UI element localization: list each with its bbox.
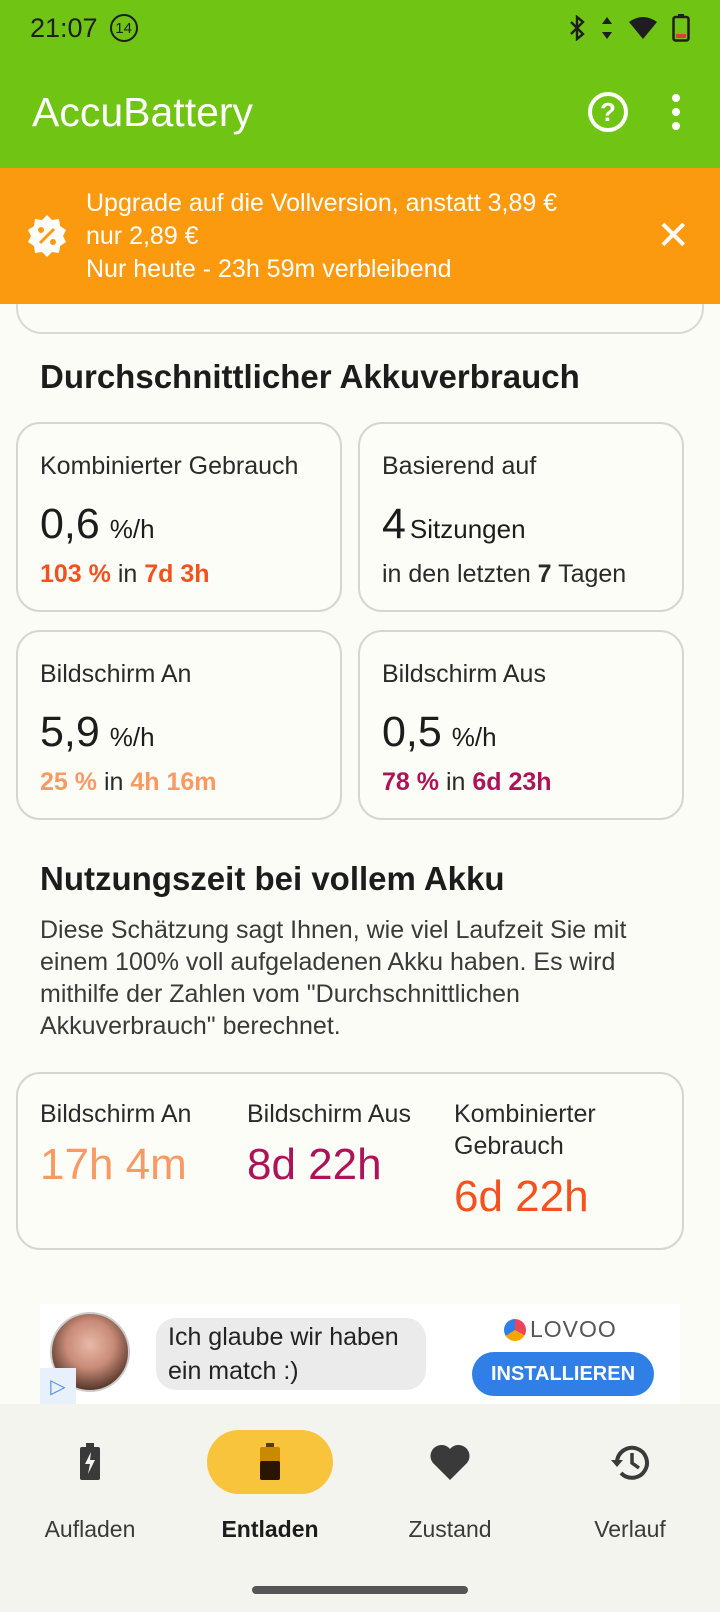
- card-value: 0,5 %/h: [382, 708, 497, 757]
- average-usage-title: Durchschnittlicher Akkuverbrauch: [40, 358, 580, 395]
- brand-name: LOVOO: [530, 1316, 617, 1342]
- combined-usage-card: Kombinierter Gebrauch 0,6 %/h 103 % in 7d…: [16, 422, 342, 612]
- runtime-screen-off: Bildschirm Aus 8d 22h: [247, 1098, 447, 1190]
- ad-choices-icon[interactable]: ▷: [40, 1368, 76, 1404]
- main-content[interactable]: Durchschnittlicher Akkuverbrauch Kombini…: [0, 304, 720, 1304]
- runtime-label: Bildschirm Aus: [247, 1100, 411, 1128]
- bluetooth-icon: [570, 15, 585, 41]
- runtime-value: 17h 4m: [40, 1140, 187, 1189]
- screen-off-card: Bildschirm Aus 0,5 %/h 78 % in 6d 23h: [358, 630, 684, 820]
- nav-pill: [567, 1430, 693, 1494]
- rate-unit: %/h: [109, 514, 155, 544]
- nav-label: Entladen: [221, 1516, 319, 1542]
- upgrade-promo-banner[interactable]: Upgrade auf die Vollversion, anstatt 3,8…: [0, 168, 720, 304]
- runtime-value: 6d 22h: [454, 1172, 589, 1221]
- card-value: 4 Sitzungen: [382, 500, 526, 549]
- promo-line-1: Upgrade auf die Vollversion, anstatt 3,8…: [86, 188, 558, 217]
- battery-icon: [672, 14, 690, 42]
- more-options-icon[interactable]: [664, 94, 688, 130]
- card-value: 0,6 %/h: [40, 500, 155, 549]
- rate-unit: %/h: [451, 722, 497, 752]
- card-label: Bildschirm An: [40, 660, 192, 688]
- based-on-card: Basierend auf 4 Sitzungen in den letzten …: [358, 422, 684, 612]
- nav-item-verlauf[interactable]: Verlauf: [540, 1430, 720, 1543]
- brand-logo-icon: [504, 1318, 526, 1341]
- runtime-label: Kombinierter Gebrauch: [454, 1100, 596, 1160]
- card-label: Kombinierter Gebrauch: [40, 452, 299, 480]
- card-sub: 78 % in 6d 23h: [382, 768, 552, 797]
- previous-card: [16, 304, 704, 334]
- card-sub: 103 % in 7d 3h: [40, 560, 210, 589]
- status-time: 21:07: [30, 12, 98, 43]
- notification-count-badge: 14: [109, 14, 138, 42]
- screen-on-duration: 4h 16m: [130, 768, 217, 796]
- nav-pill: [387, 1430, 513, 1494]
- in-word: in: [445, 768, 466, 796]
- runtime-screen-on: Bildschirm An 17h 4m: [40, 1098, 240, 1190]
- days-word: Tagen: [558, 560, 627, 588]
- nav-item-entladen[interactable]: Entladen: [180, 1430, 360, 1543]
- runtime-combined: Kombinierter Gebrauch 6d 22h: [454, 1098, 654, 1222]
- bottom-navigation: Aufladen Entladen Zustand Verlauf: [0, 1404, 720, 1612]
- card-label: Bildschirm Aus: [382, 660, 546, 688]
- combined-rate: 0,6: [40, 500, 100, 548]
- nav-label: Verlauf: [594, 1516, 666, 1542]
- nav-label: Aufladen: [44, 1516, 136, 1542]
- app-bar: AccuBattery ?: [0, 56, 720, 168]
- app-title: AccuBattery: [32, 88, 254, 135]
- runtime-label: Bildschirm An: [40, 1100, 192, 1128]
- in-word: in: [117, 560, 138, 588]
- combined-duration: 7d 3h: [144, 560, 210, 588]
- heart-icon: [430, 1444, 470, 1480]
- card-sub: in den letzten 7 Tagen: [382, 560, 626, 589]
- screen-on-percent: 25 %: [40, 768, 97, 796]
- help-icon[interactable]: ?: [588, 92, 628, 132]
- rate-unit: %/h: [109, 722, 155, 752]
- last-days-prefix: in den letzten: [382, 560, 531, 588]
- nav-item-aufladen[interactable]: Aufladen: [0, 1430, 180, 1543]
- card-label: Basierend auf: [382, 452, 537, 480]
- runtime-card: Bildschirm An 17h 4m Bildschirm Aus 8d 2…: [16, 1072, 684, 1250]
- data-arrows-icon: [602, 17, 612, 39]
- promo-line-3: Nur heute - 23h 59m verbleibend: [86, 254, 452, 283]
- screen-off-duration: 6d 23h: [472, 768, 552, 796]
- runtime-description: Diese Schätzung sagt Ihnen, wie viel Lau…: [40, 916, 627, 1040]
- battery-discharging-icon: [260, 1443, 280, 1480]
- discount-badge-icon: [28, 215, 66, 257]
- history-icon: [611, 1445, 649, 1480]
- session-count: 4: [382, 500, 406, 548]
- gesture-bar[interactable]: [252, 1586, 468, 1594]
- sessions-word: Sitzungen: [409, 514, 526, 544]
- nav-pill-active: [207, 1430, 333, 1494]
- screen-on-card: Bildschirm An 5,9 %/h 25 % in 4h 16m: [16, 630, 342, 820]
- battery-charging-icon: [80, 1443, 100, 1480]
- close-icon[interactable]: ✕: [656, 214, 690, 258]
- promo-text: Upgrade auf die Vollversion, anstatt 3,8…: [86, 187, 557, 286]
- status-bar: 21:07 14: [0, 0, 720, 56]
- nav-label: Zustand: [408, 1516, 492, 1542]
- combined-percent: 103 %: [40, 560, 111, 588]
- ad-brand-logo: LOVOO: [504, 1316, 617, 1343]
- days-count: 7: [537, 560, 552, 588]
- in-word: in: [103, 768, 124, 796]
- ad-banner[interactable]: ▷ Ich glaube wir haben ein match :) LOVO…: [40, 1304, 680, 1404]
- wifi-icon: [629, 17, 657, 39]
- runtime-value: 8d 22h: [247, 1140, 382, 1189]
- screen-off-percent: 78 %: [382, 768, 439, 796]
- card-sub: 25 % in 4h 16m: [40, 768, 217, 797]
- ad-message: Ich glaube wir haben ein match :): [156, 1318, 426, 1390]
- nav-item-zustand[interactable]: Zustand: [360, 1430, 540, 1543]
- promo-line-2: nur 2,89 €: [86, 221, 199, 250]
- install-button[interactable]: INSTALLIEREN: [472, 1352, 654, 1396]
- card-value: 5,9 %/h: [40, 708, 155, 757]
- screen-on-rate: 5,9: [40, 708, 100, 756]
- runtime-title: Nutzungszeit bei vollem Akku: [40, 860, 505, 897]
- status-icons: [568, 14, 690, 42]
- screen-off-rate: 0,5: [382, 708, 442, 756]
- nav-pill: [27, 1430, 153, 1494]
